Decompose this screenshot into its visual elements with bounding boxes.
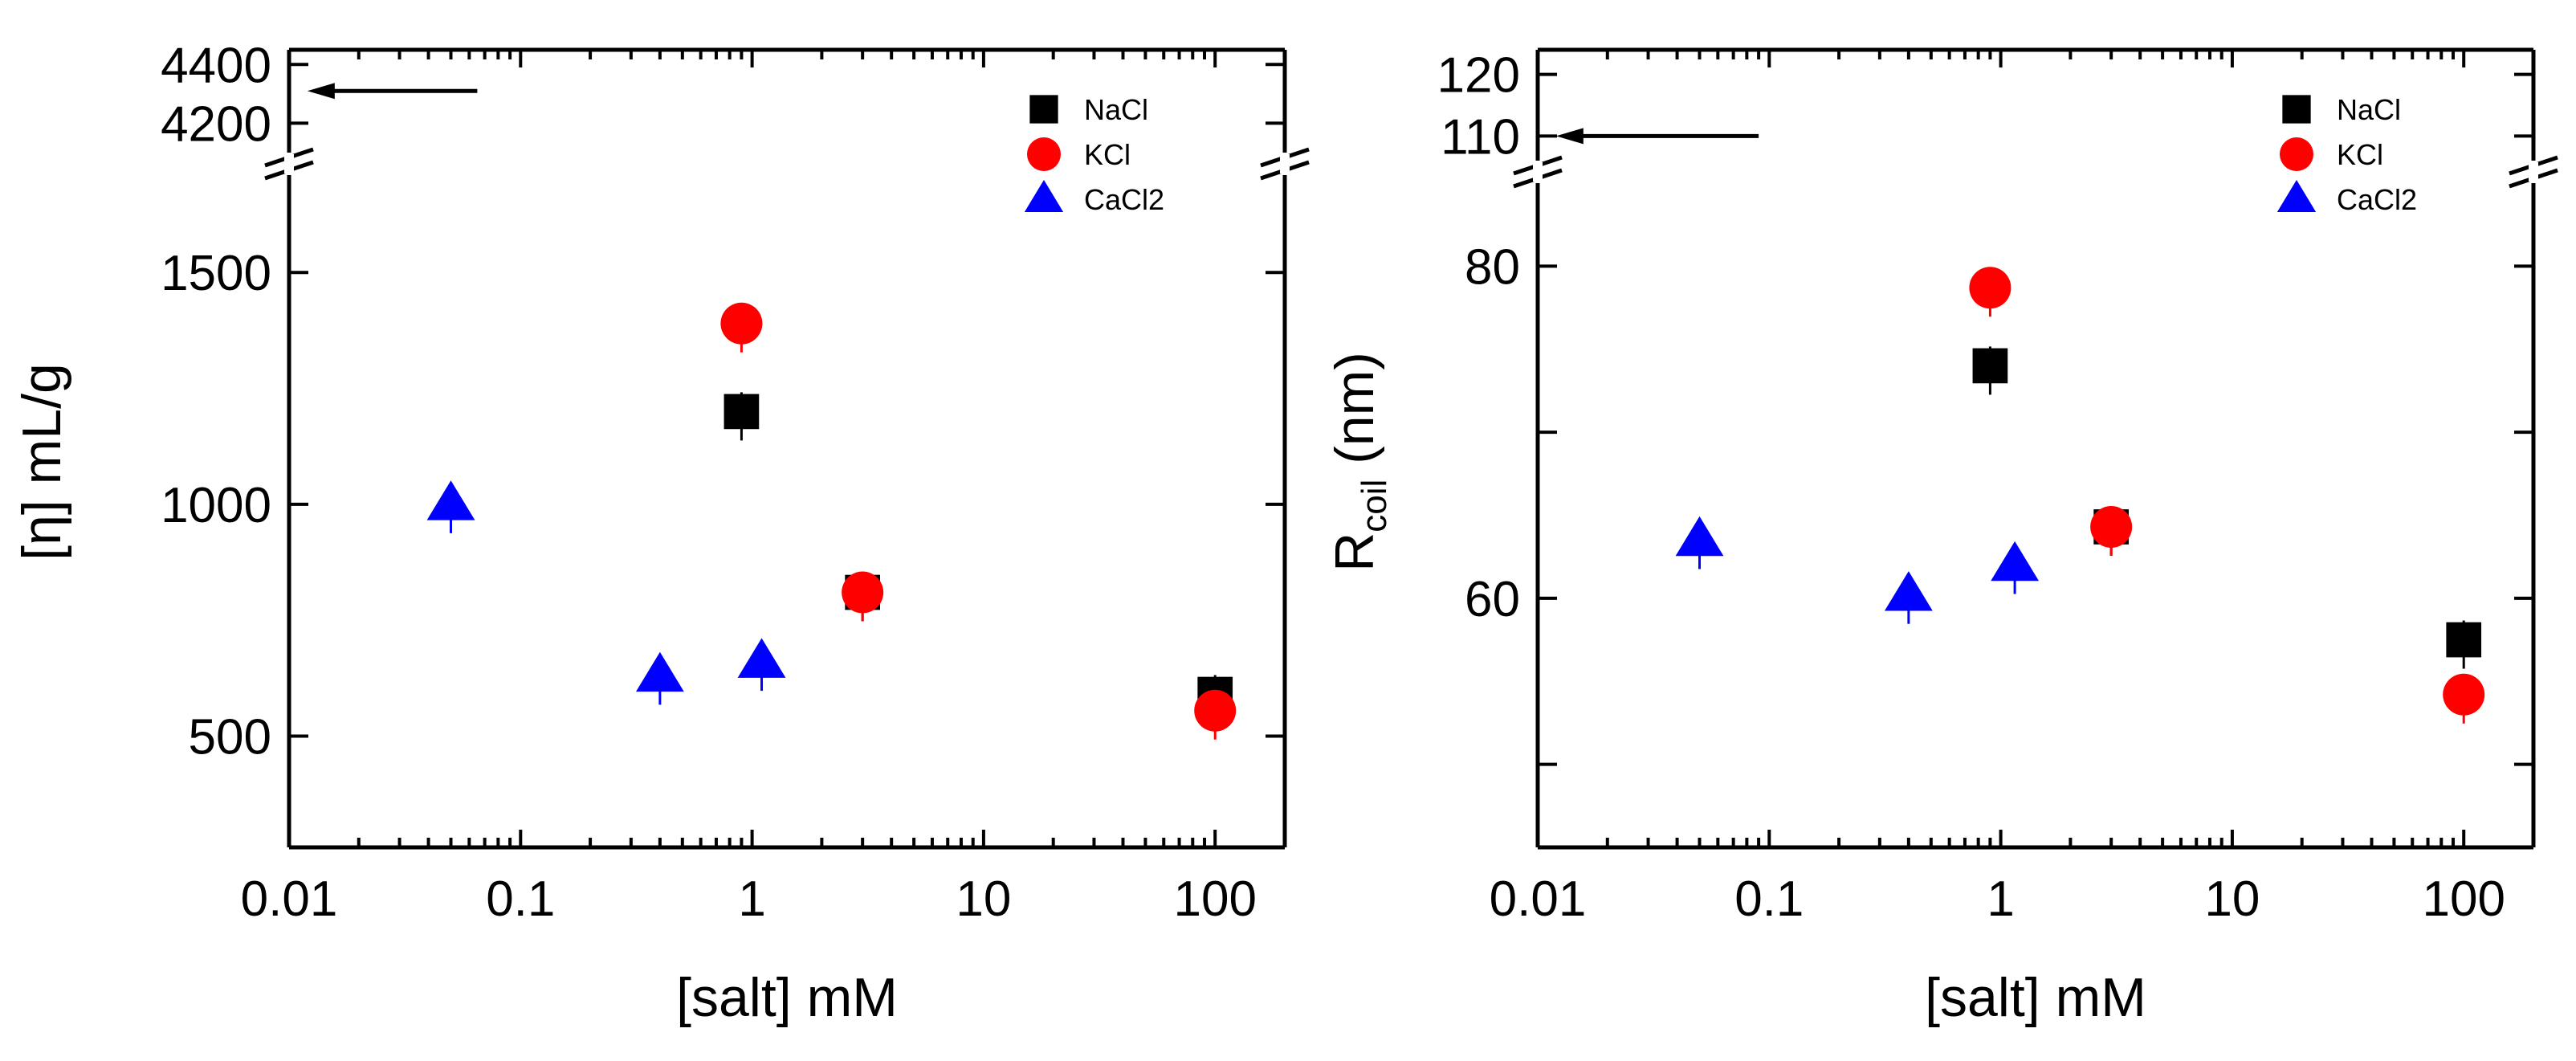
nacl-point xyxy=(2446,622,2482,658)
legend-label-cacl2: CaCl2 xyxy=(1084,183,1164,216)
axis-break-gap xyxy=(1280,154,1290,173)
legend-marker-cacl2 xyxy=(2276,180,2317,212)
x-tick-label: 10 xyxy=(956,871,1011,927)
x-tick-label: 100 xyxy=(2422,871,2505,927)
legend-marker-kcl xyxy=(2280,137,2313,171)
y-tick-label: 60 xyxy=(1465,572,1520,627)
kcl-point xyxy=(842,571,884,614)
y-tick-label: 1500 xyxy=(161,246,271,301)
axis-break-gap xyxy=(2529,162,2538,182)
x-tick-label: 1 xyxy=(1987,871,2014,927)
cacl2-point xyxy=(1884,571,1933,611)
kcl-point xyxy=(1194,689,1237,732)
y-axis-title-subscript: coil xyxy=(1355,479,1394,533)
legend-label-nacl: NaCl xyxy=(2337,93,2401,126)
axis-break-gap xyxy=(1533,162,1543,182)
y-axis-title-unit: (nm) xyxy=(1324,352,1385,479)
y-axis-title-main: R xyxy=(1324,533,1385,572)
legend-marker-cacl2 xyxy=(1024,180,1064,212)
y-tick-label-upper: 4200 xyxy=(161,96,271,152)
cacl2-point xyxy=(635,651,684,692)
indicator-arrow-head xyxy=(307,83,335,100)
nacl-point xyxy=(723,394,760,430)
y-tick-label-upper: 110 xyxy=(1441,109,1520,165)
x-tick-label: 0.1 xyxy=(486,871,555,927)
y-tick-label-upper: 120 xyxy=(1437,48,1520,104)
y-tick-label-upper: 4400 xyxy=(161,38,271,93)
nacl-point xyxy=(1972,348,2008,384)
indicator-arrow-head xyxy=(1555,128,1584,145)
x-tick-label: 0.01 xyxy=(1490,871,1587,927)
cacl2-point xyxy=(426,480,475,520)
x-tick-label: 100 xyxy=(1173,871,1256,927)
y-tick-label: 1000 xyxy=(161,478,271,533)
x-tick-label: 10 xyxy=(2204,871,2260,927)
legend-marker-kcl xyxy=(1027,137,1061,171)
kcl-point xyxy=(2090,505,2133,548)
kcl-point xyxy=(1969,267,2011,309)
x-axis-title: [salt] mM xyxy=(676,967,898,1028)
legend-label-kcl: KCl xyxy=(2337,138,2383,171)
legend-label-nacl: NaCl xyxy=(1084,93,1148,126)
x-tick-label: 1 xyxy=(738,871,765,927)
cacl2-point xyxy=(737,638,786,678)
legend-marker-nacl xyxy=(2282,95,2311,124)
legend-label-cacl2: CaCl2 xyxy=(2337,183,2417,216)
kcl-point xyxy=(2443,673,2485,716)
y-tick-label: 80 xyxy=(1465,239,1520,295)
x-tick-label: 0.01 xyxy=(241,871,338,927)
axis-break-gap xyxy=(284,154,294,173)
kcl-point xyxy=(720,302,763,345)
cacl2-point xyxy=(1991,541,2040,582)
y-axis-title-main: [η] mL/g xyxy=(11,363,72,561)
x-axis-title: [salt] mM xyxy=(1925,967,2146,1028)
cacl2-point xyxy=(1675,516,1724,557)
y-axis-title: [η] mL/g xyxy=(11,363,72,561)
y-axis-title: Rcoil (nm) xyxy=(1324,352,1394,572)
legend-marker-nacl xyxy=(1029,95,1058,124)
x-tick-label: 0.1 xyxy=(1734,871,1804,927)
y-tick-label: 500 xyxy=(189,709,271,765)
legend-label-kcl: KCl xyxy=(1084,138,1131,171)
